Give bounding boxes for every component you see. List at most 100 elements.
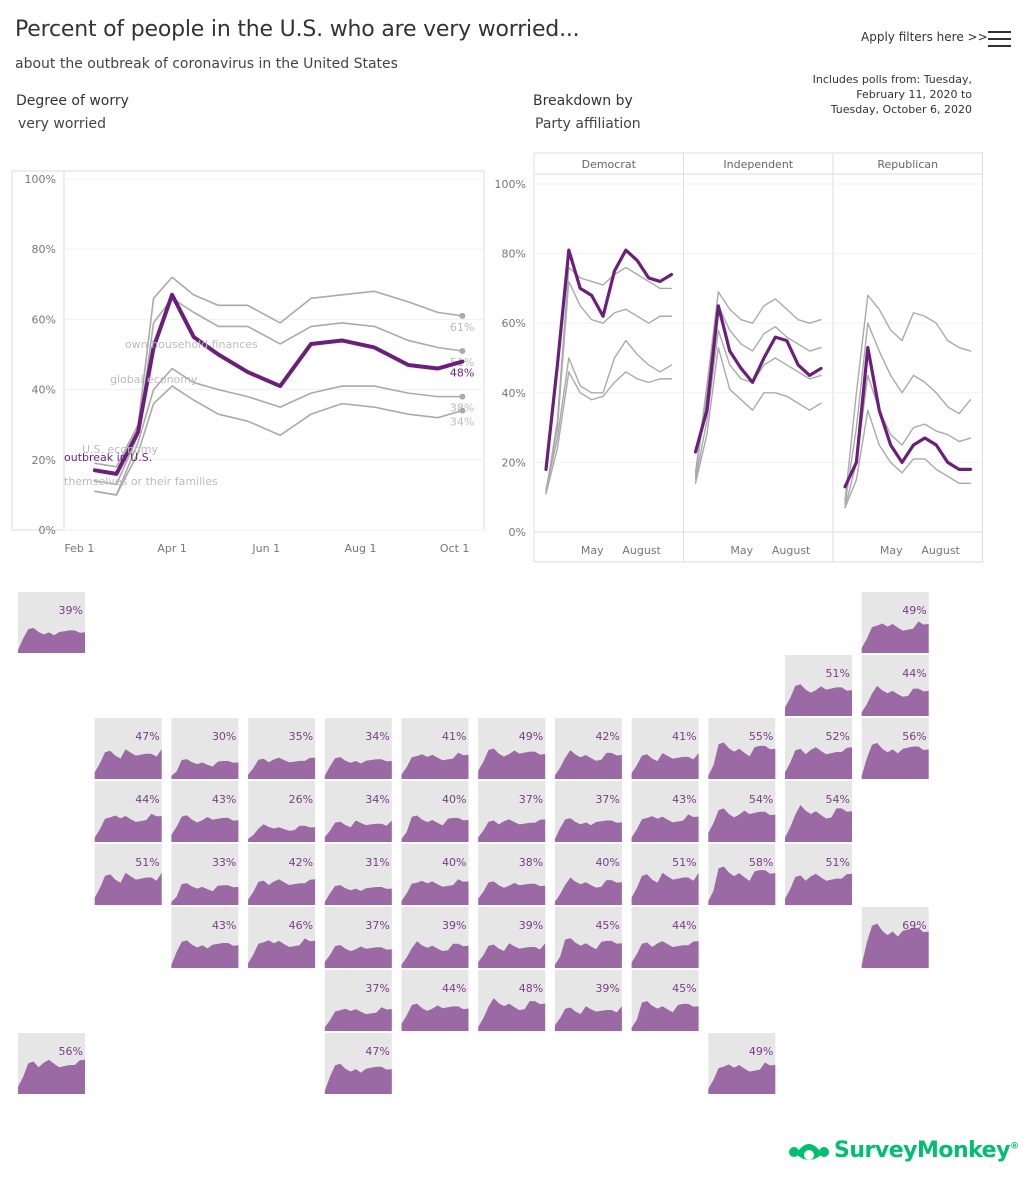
- state-tile: 39%: [554, 970, 622, 1031]
- apply-filters-link[interactable]: Apply filters here >>: [861, 30, 988, 44]
- tile-label: 47%: [135, 730, 159, 743]
- state-tile: 39%: [478, 907, 546, 968]
- y-tick-label: 40%: [32, 384, 56, 397]
- tile-area: [861, 923, 929, 968]
- tile-label: 51%: [135, 856, 159, 869]
- menu-icon[interactable]: [988, 31, 1011, 47]
- series-name-label: own household finances: [125, 338, 258, 351]
- state-tile: 45%: [631, 970, 699, 1031]
- tile-label: 33%: [212, 856, 236, 869]
- tile-label: 31%: [365, 856, 389, 869]
- state-tile: 39%: [18, 592, 85, 653]
- tile-area: [708, 866, 776, 905]
- tile-area: [478, 943, 546, 968]
- degree-selector[interactable]: very worried: [18, 116, 107, 132]
- state-tile: 55%: [708, 718, 776, 779]
- tile-label: 48%: [519, 982, 543, 995]
- series-line: [844, 409, 972, 509]
- state-tile: 43%: [171, 781, 239, 842]
- state-tile: 54%: [708, 781, 776, 842]
- y-tick-label: 60%: [502, 317, 526, 330]
- state-tile: 33%: [171, 844, 239, 905]
- state-tile: 47%: [94, 718, 162, 779]
- tile-area: [631, 872, 699, 905]
- series-line: [694, 346, 822, 484]
- tile-area: [861, 743, 929, 779]
- series-line: [844, 374, 972, 509]
- series-line: [545, 371, 673, 495]
- state-tile: 38%: [478, 844, 546, 905]
- tile-label: 40%: [442, 856, 466, 869]
- tile-label: 54%: [826, 793, 850, 806]
- panel-header: Democrat: [582, 158, 637, 171]
- series-end-dot: [459, 393, 466, 400]
- party-breakdown-chart: 0% 20% 40% 60% 80% 100% Democrat May August Indep…: [495, 150, 983, 563]
- tile-area: [18, 627, 85, 653]
- tile-label: 47%: [365, 1045, 389, 1058]
- tile-label: 39%: [595, 982, 619, 995]
- y-tick-label: 20%: [32, 454, 56, 467]
- x-tick-label: May: [730, 544, 753, 557]
- x-tick-label: August: [772, 544, 811, 557]
- breakdown-selector[interactable]: Party affiliation: [535, 116, 641, 132]
- series-line: [843, 345, 973, 489]
- tile-label: 34%: [365, 730, 389, 743]
- state-tile: 39%: [401, 907, 469, 968]
- state-tile: 47%: [324, 1033, 392, 1094]
- tile-area: [401, 815, 469, 842]
- degree-label: Degree of worry: [16, 93, 129, 109]
- series-line: [92, 292, 465, 476]
- state-tile: 42%: [554, 718, 622, 779]
- tile-label: 56%: [59, 1045, 83, 1058]
- y-tick-label: 40%: [502, 387, 526, 400]
- series-name-label: U.S. economy: [82, 443, 158, 456]
- tile-label: 41%: [672, 730, 696, 743]
- tile-area: [324, 945, 392, 968]
- state-tile: 51%: [631, 844, 699, 905]
- panel-header: Republican: [877, 158, 938, 171]
- state-tile: 26%: [248, 781, 316, 842]
- tile-area: [324, 757, 392, 779]
- tile-area: [401, 879, 469, 905]
- series-end-label: 61%: [450, 321, 474, 334]
- tile-label: 54%: [749, 793, 773, 806]
- tile-label: 34%: [365, 793, 389, 806]
- y-tick-label: 80%: [502, 248, 526, 261]
- tile-label: 51%: [672, 856, 696, 869]
- state-tile: 49%: [708, 1033, 776, 1094]
- series-line: [545, 266, 673, 495]
- series-line: [694, 291, 822, 474]
- state-tile: 49%: [478, 718, 546, 779]
- tile-label: 40%: [442, 793, 466, 806]
- x-tick-label: August: [622, 544, 661, 557]
- state-tile: 40%: [554, 844, 622, 905]
- x-tick-label: Feb 1: [64, 542, 94, 555]
- tile-area: [631, 1001, 699, 1031]
- state-tile: 35%: [248, 718, 316, 779]
- tile-area: [554, 1006, 622, 1031]
- tile-label: 51%: [826, 856, 850, 869]
- tile-label: 52%: [826, 730, 850, 743]
- series-end-dot: [459, 312, 466, 319]
- tile-area: [478, 881, 546, 905]
- tile-label: 43%: [672, 793, 696, 806]
- tile-area: [478, 748, 546, 779]
- tile-label: 42%: [595, 730, 619, 743]
- tile-label: 40%: [595, 856, 619, 869]
- page-subtitle: about the outbreak of coronavirus in the…: [15, 56, 398, 72]
- state-tile: 52%: [785, 718, 852, 779]
- tile-label: 43%: [212, 793, 236, 806]
- tile-area: [171, 815, 239, 842]
- tile-label: 43%: [212, 919, 236, 932]
- series-line: [844, 322, 972, 505]
- tile-area: [861, 621, 929, 653]
- tile-label: 56%: [902, 730, 926, 743]
- panel-frame: [832, 152, 983, 563]
- tile-area: [324, 820, 392, 842]
- tile-area: [171, 759, 239, 779]
- tile-label: 44%: [902, 667, 926, 680]
- state-tile: 37%: [554, 781, 622, 842]
- tile-area: [708, 742, 776, 779]
- state-tile: 46%: [248, 907, 316, 968]
- state-tile-map: 39% 49% 51% 44% 47% 30% 35% 34% 41% 49% 42% 41% 55% 5…: [18, 592, 929, 1094]
